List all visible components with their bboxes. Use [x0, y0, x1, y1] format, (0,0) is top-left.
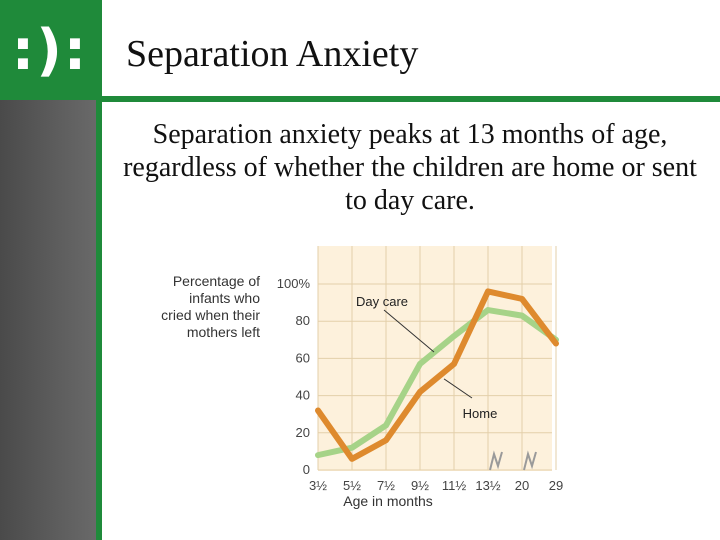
x-tick-label: 3½	[309, 478, 327, 493]
chart-ylabel-line: Percentage of	[173, 273, 260, 289]
x-tick-label: 13½	[475, 478, 500, 493]
axis-break-marker	[489, 450, 537, 471]
chart-ylabel-line: infants who	[189, 290, 260, 306]
series-line-day-care	[315, 307, 559, 459]
horizontal-divider	[96, 96, 720, 102]
home-leader-line	[443, 378, 473, 399]
chart-xlabel: Age in months	[343, 493, 433, 509]
axis-break-zigzag	[489, 450, 503, 471]
emoticon-logo: :):	[11, 18, 89, 83]
header-logo-panel	[0, 0, 100, 100]
x-axis-tick-labels: 3½ 5½ 7½ 9½ 11½ 13½ 20 29	[309, 478, 563, 493]
series-line-home	[315, 288, 559, 462]
series-callouts: Day care Home	[356, 294, 497, 421]
vertical-divider	[96, 0, 102, 540]
axis-break-zigzag	[523, 450, 537, 471]
home-callout-label: Home	[463, 406, 498, 421]
y-tick-label: 40	[296, 388, 310, 403]
x-tick-label: 11½	[442, 478, 466, 493]
y-tick-label: 60	[296, 350, 310, 365]
x-tick-label: 20	[515, 478, 529, 493]
y-tick-label: 20	[296, 425, 310, 440]
chart-ylabel: Percentage of infants who cried when their…	[161, 273, 260, 340]
y-tick-label: 100%	[277, 276, 311, 291]
chart-series	[315, 288, 559, 462]
x-tick-label: 29	[549, 478, 563, 493]
day-care-leader-line	[383, 309, 435, 353]
chart-ylabel-line: mothers left	[187, 324, 260, 340]
x-tick-label: 7½	[377, 478, 395, 493]
slide-body-text: Separation anxiety peaks at 13 months of…	[123, 119, 697, 216]
y-tick-label: 0	[303, 462, 310, 477]
day-care-callout-label: Day care	[356, 294, 408, 309]
line-chart: Percentage of infants who cried when their…	[161, 246, 563, 509]
chart-ylabel-line: cried when their	[161, 307, 260, 323]
x-tick-label: 5½	[343, 478, 361, 493]
x-tick-label: 9½	[411, 478, 429, 493]
slide-title: Separation Anxiety	[126, 33, 419, 75]
sidebar-gradient-panel	[0, 100, 100, 540]
y-tick-label: 80	[296, 313, 310, 328]
y-axis-tick-labels: 100% 80 60 40 20 0	[277, 276, 311, 477]
